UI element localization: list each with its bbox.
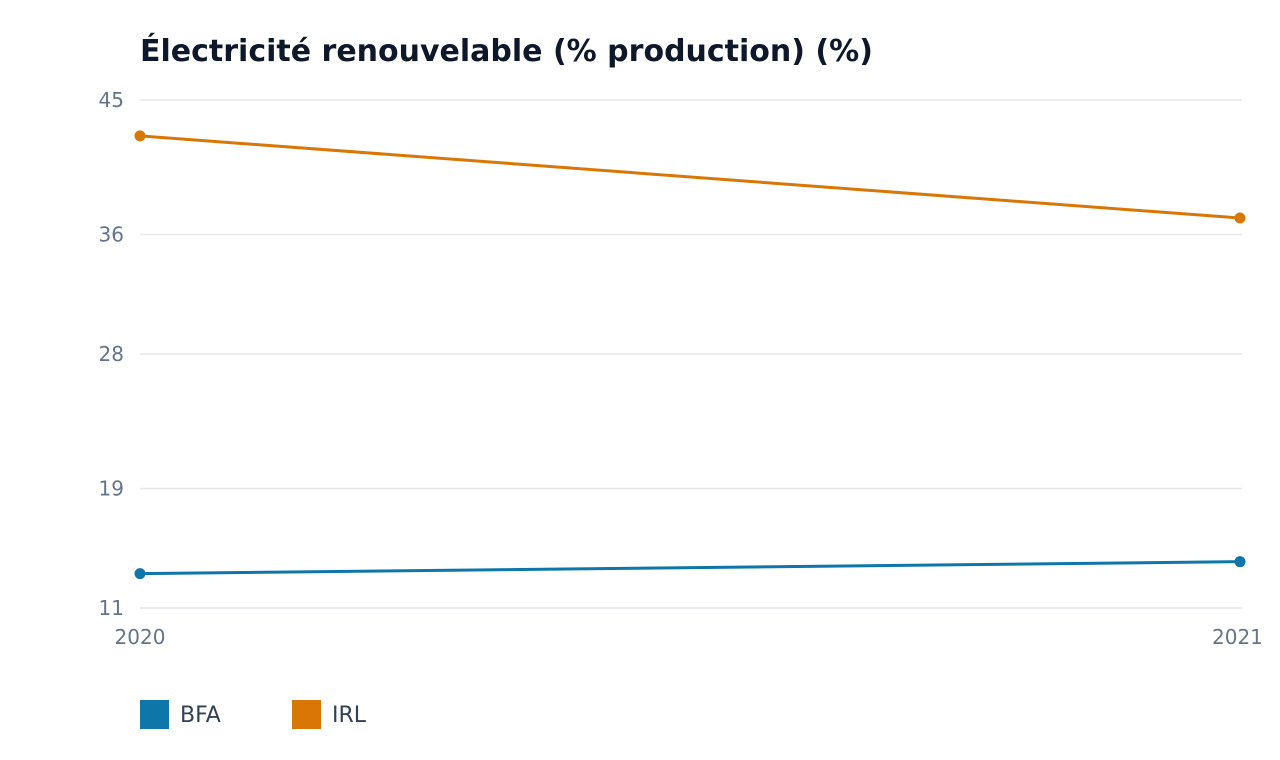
series-bfa (134, 556, 1246, 580)
legend-item-bfa: BFA (140, 700, 221, 729)
x-tick-label: 2021 (1212, 625, 1263, 649)
data-point (1234, 556, 1246, 568)
series-line (139, 560, 1241, 576)
data-point (1234, 212, 1246, 224)
data-point (134, 130, 146, 142)
chart-title: Électricité renouvelable (% production) … (140, 33, 873, 69)
legend-label: IRL (332, 703, 367, 728)
x-tick-label: 2020 (115, 625, 166, 649)
y-tick-label: 36 (99, 222, 124, 246)
legend-item-irl: IRL (292, 700, 367, 729)
x-axis-ticks: 2020 2021 (115, 625, 1263, 649)
series-irl (134, 130, 1246, 224)
y-tick-label: 28 (99, 342, 124, 366)
legend-swatch (140, 700, 169, 729)
legend: BFA IRL (140, 700, 367, 729)
legend-swatch (292, 700, 321, 729)
series-lines (134, 130, 1246, 580)
y-tick-label: 11 (99, 596, 124, 620)
series-line (139, 134, 1241, 220)
y-axis-ticks: 11 19 28 36 45 (99, 88, 124, 620)
y-tick-label: 45 (99, 88, 124, 112)
data-point (134, 568, 146, 580)
legend-label: BFA (180, 703, 221, 728)
grid-lines (140, 99, 1242, 609)
y-tick-label: 19 (99, 476, 124, 500)
